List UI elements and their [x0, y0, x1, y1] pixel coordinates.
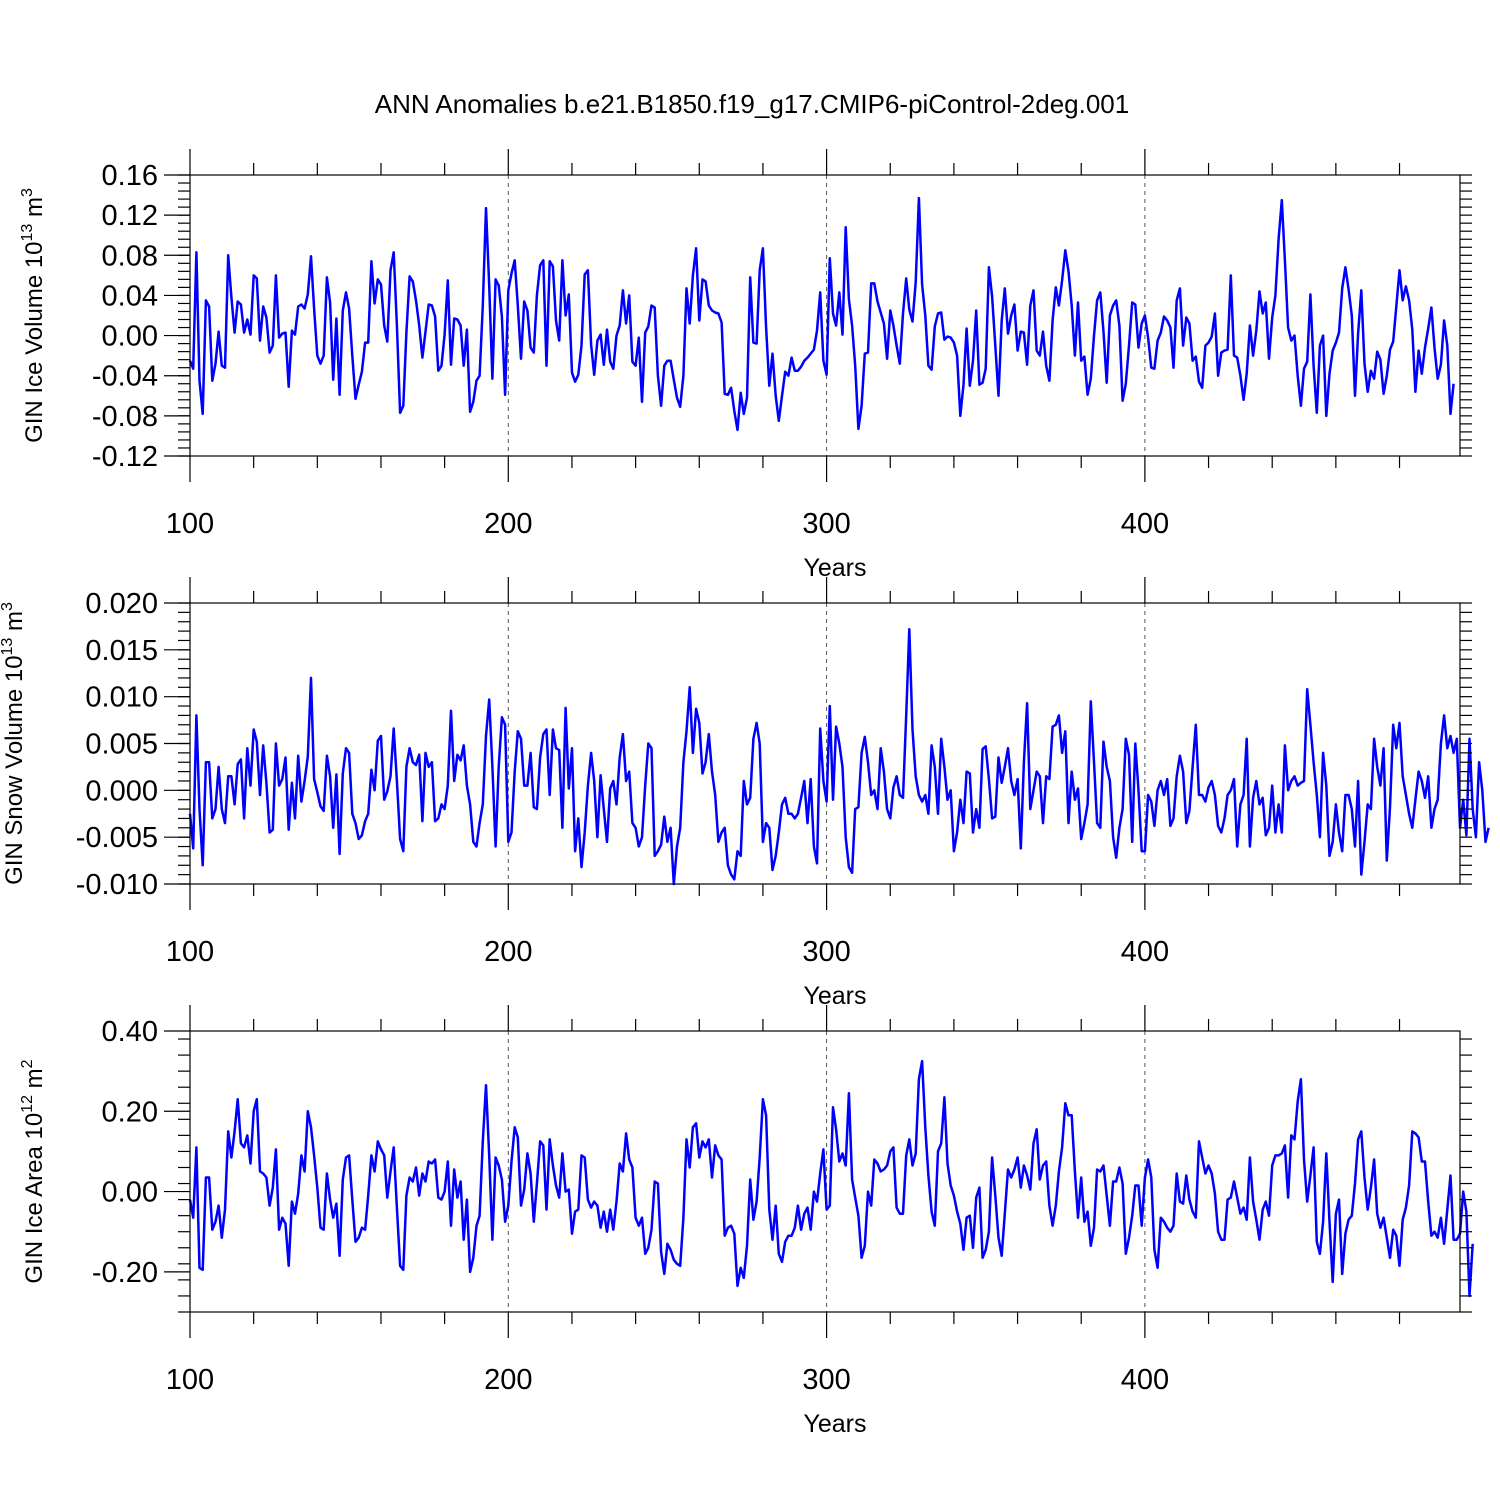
x-tick-label: 400: [1121, 508, 1169, 540]
y-axis-label-part: GIN Snow Volume 10: [1, 655, 28, 884]
plot-frame: [189, 174, 1461, 457]
y-axis-label: GIN Snow Volume 1013 m3: [0, 602, 28, 885]
y-tick-label: 0.40: [102, 1016, 158, 1048]
y-tick-label: 0.12: [102, 200, 158, 232]
y-tick-label: 0.00: [102, 1177, 158, 1209]
y-axis-label-superscript: 2: [19, 1059, 36, 1068]
y-axis-label-superscript: 3: [19, 188, 36, 197]
x-tick-label: 200: [484, 508, 532, 540]
x-tick-label: 100: [166, 508, 214, 540]
y-tick-label: 0.16: [102, 160, 158, 192]
series-line: [188, 1059, 1474, 1298]
snow-volume-panel: -0.010 -0.005 0.000 0.005 0.010 0.015 0.020 100…: [0, 577, 1490, 1010]
y-tick-label: 0.005: [85, 729, 158, 761]
x-tick-label: 200: [484, 936, 532, 968]
ice-volume-panel: -0.12 -0.08 -0.04 0.00 0.04 0.08 0.12 0.16 100 20…: [19, 149, 1472, 582]
x-tick-label: 100: [166, 1364, 214, 1396]
y-axis-label-superscript: 13: [19, 224, 36, 242]
x-tick-label: 300: [802, 508, 850, 540]
x-tick-label: 300: [802, 936, 850, 968]
plot-frame: [189, 1030, 1461, 1313]
y-tick-label: 0.00: [102, 321, 158, 353]
y-axis-label-superscript: 3: [0, 602, 16, 611]
figure-title: ANN Anomalies b.e21.B1850.f19_g17.CMIP6-…: [375, 89, 1129, 119]
x-tick-label: 400: [1121, 936, 1169, 968]
y-tick-label: -0.010: [76, 869, 158, 901]
y-axis-label: GIN Ice Area 1012 m2: [19, 1059, 48, 1283]
y-tick-label: -0.20: [92, 1257, 158, 1289]
x-tick-label: 400: [1121, 1364, 1169, 1396]
x-axis-label: Years: [803, 554, 866, 582]
y-tick-label: 0.04: [102, 280, 158, 312]
y-tick-label: -0.12: [92, 441, 158, 473]
x-tick-label: 200: [484, 1364, 532, 1396]
y-axis-label-part: m: [21, 197, 48, 224]
series-line: [188, 627, 1490, 886]
y-tick-label: 0.020: [85, 588, 158, 620]
x-axis-label: Years: [803, 1410, 866, 1438]
y-axis-label-part: m: [1, 611, 28, 638]
y-axis-label: GIN Ice Volume 1013 m3: [19, 188, 48, 443]
x-tick-label: 100: [166, 936, 214, 968]
y-tick-label: -0.005: [76, 822, 158, 854]
x-tick-label: 300: [802, 1364, 850, 1396]
y-axis-label-part: GIN Ice Volume 10: [21, 241, 48, 442]
y-tick-label: -0.08: [92, 401, 158, 433]
y-tick-label: -0.04: [92, 361, 158, 393]
y-tick-label: 0.08: [102, 240, 158, 272]
y-axis-label-part: GIN Ice Area 10: [21, 1113, 48, 1284]
series-line: [188, 196, 1455, 432]
y-tick-label: 0.000: [85, 775, 158, 807]
y-tick-label: 0.010: [85, 682, 158, 714]
ice-area-panel: -0.20 0.00 0.20 0.40 100 200 300 400 Years GIN Ic…: [19, 1005, 1474, 1438]
x-axis-label: Years: [803, 982, 866, 1010]
y-axis-label-part: m: [21, 1068, 48, 1095]
y-axis-label-superscript: 12: [19, 1095, 36, 1113]
y-axis-label-superscript: 13: [0, 638, 16, 656]
y-tick-label: 0.20: [102, 1096, 158, 1128]
y-tick-label: 0.015: [85, 635, 158, 667]
